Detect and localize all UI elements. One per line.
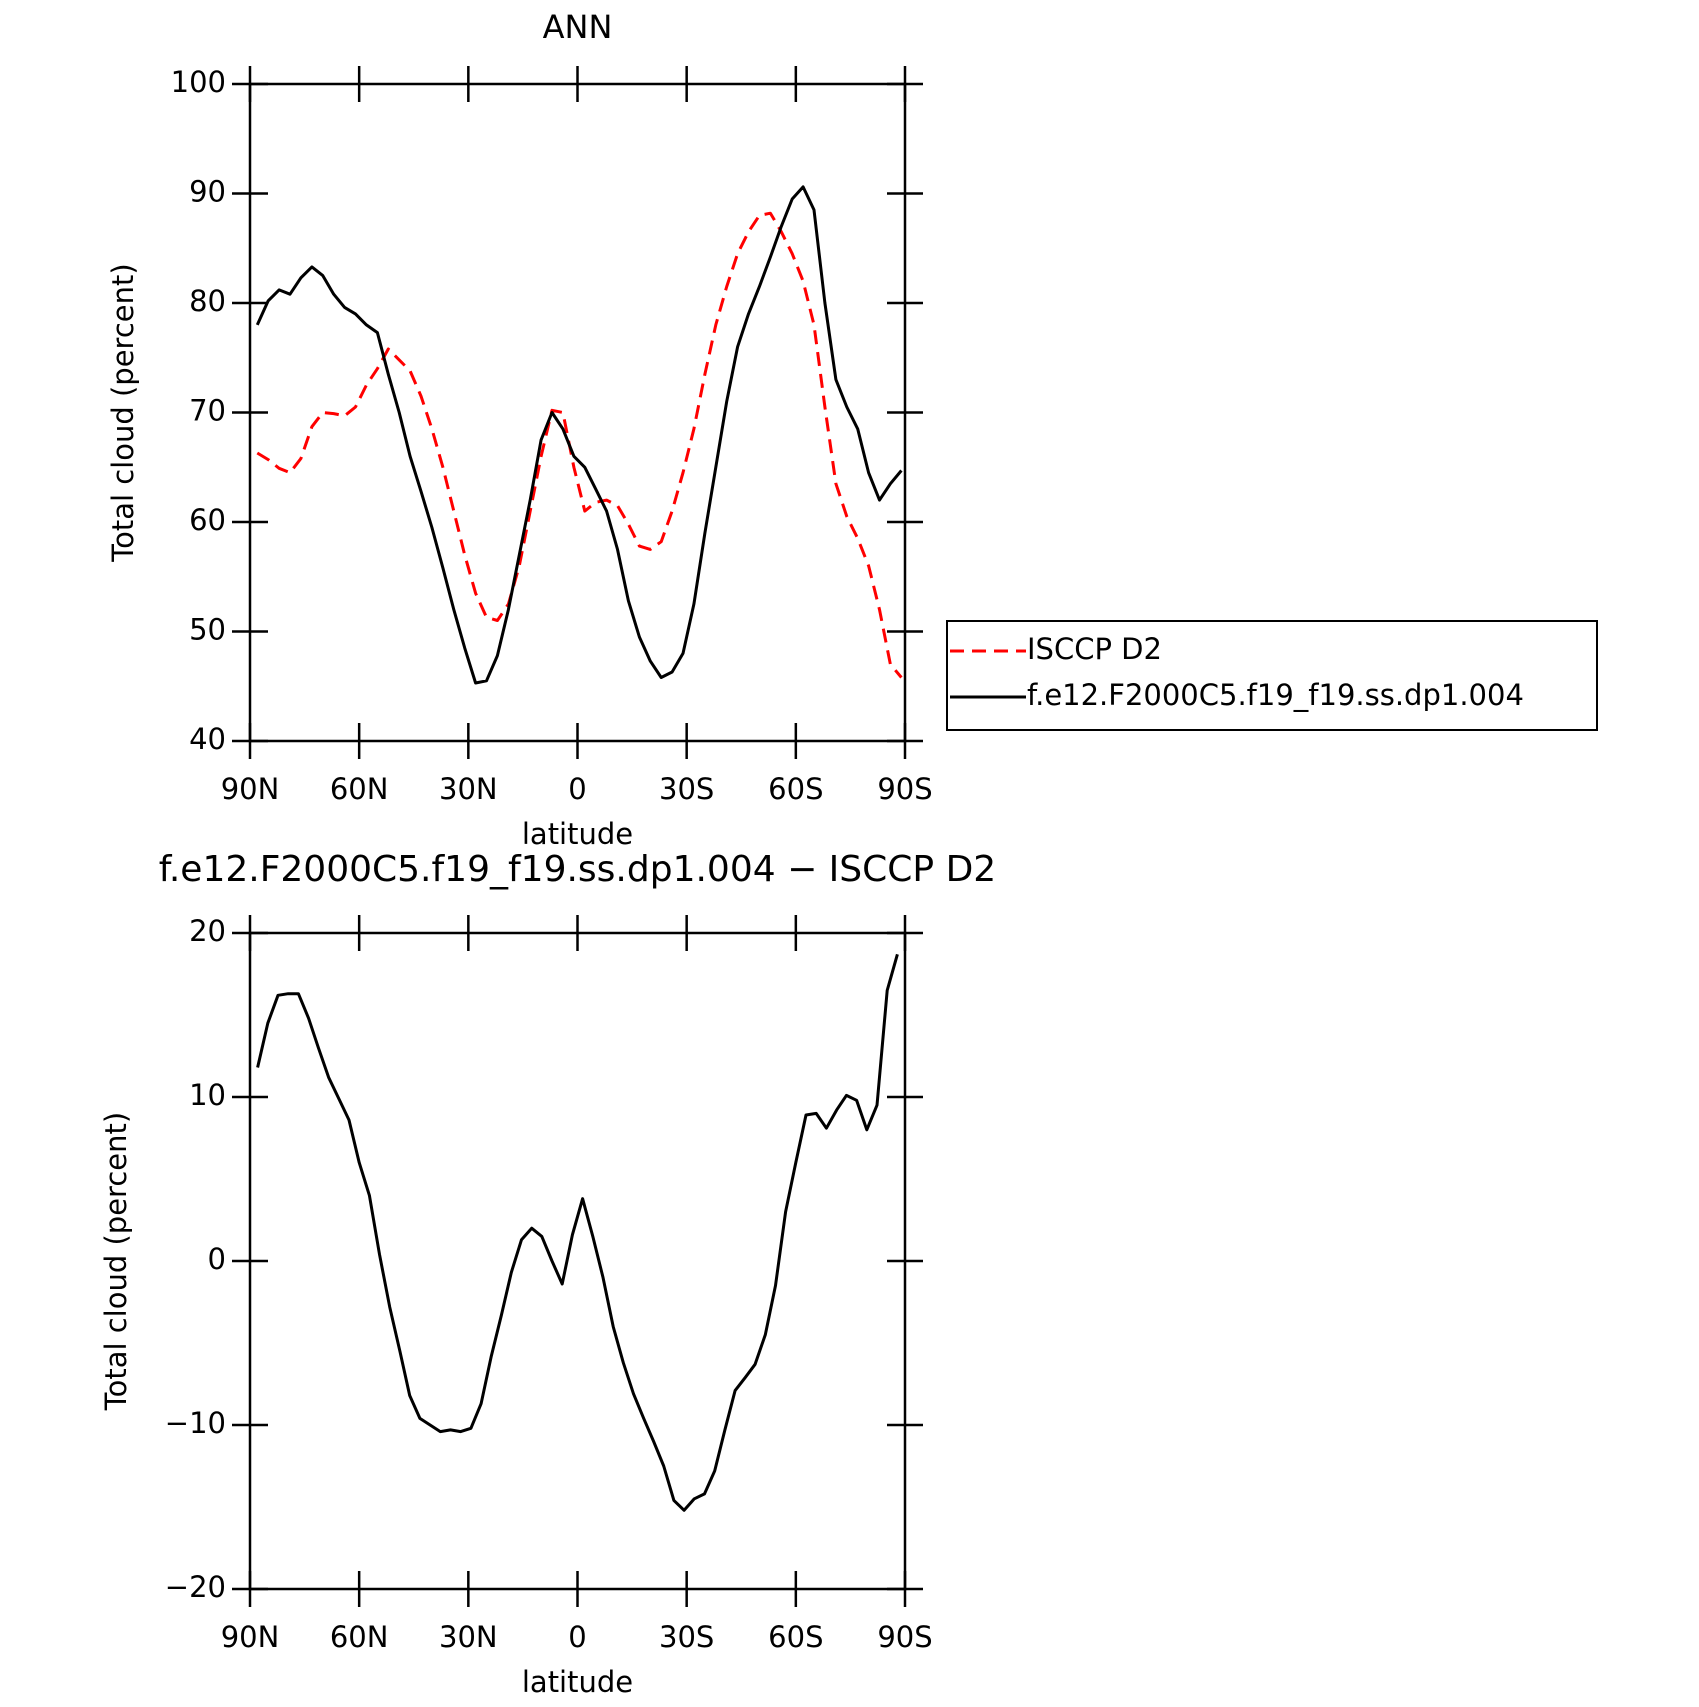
y-tick-label: −20 — [165, 1570, 226, 1604]
y-axis-label: Total cloud (percent) — [99, 1112, 133, 1411]
x-tick-label: 90N — [221, 1620, 280, 1654]
x-tick-label: 30S — [659, 772, 714, 806]
y-tick-label: 0 — [208, 1242, 226, 1276]
x-tick-label: 30N — [439, 772, 498, 806]
x-tick-label: 90S — [877, 772, 932, 806]
y-tick-label: −10 — [165, 1406, 226, 1440]
legend-label: f.e12.F2000C5.f19_f19.ss.dp1.004 — [1027, 678, 1524, 712]
x-tick-label: 60S — [768, 1620, 823, 1654]
x-tick-label: 60N — [330, 772, 389, 806]
y-tick-label: 100 — [171, 65, 226, 99]
y-tick-label: 10 — [189, 1078, 226, 1112]
x-tick-label: 0 — [568, 772, 586, 806]
x-tick-label: 0 — [568, 1620, 586, 1654]
x-axis-label: latitude — [522, 817, 633, 851]
y-tick-label: 80 — [189, 284, 226, 318]
y-tick-label: 90 — [189, 175, 226, 209]
y-tick-label: 60 — [189, 503, 226, 537]
x-tick-label: 90N — [221, 772, 280, 806]
y-tick-label: 70 — [189, 394, 226, 428]
series-line — [256, 211, 903, 679]
series-line — [256, 953, 899, 1512]
y-tick-label: 20 — [189, 914, 226, 948]
chart-title: ANN — [543, 8, 613, 46]
y-axis-label: Total cloud (percent) — [106, 263, 140, 562]
chart-title: f.e12.F2000C5.f19_f19.ss.dp1.004 − ISCCP… — [159, 849, 996, 890]
x-tick-label: 60S — [768, 772, 823, 806]
y-tick-label: 50 — [189, 613, 226, 647]
x-axis-label: latitude — [522, 1665, 633, 1699]
x-tick-label: 30N — [439, 1620, 498, 1654]
x-tick-label: 90S — [877, 1620, 932, 1654]
x-tick-label: 30S — [659, 1620, 714, 1654]
y-tick-label: 40 — [189, 722, 226, 756]
legend-label: ISCCP D2 — [1027, 632, 1162, 666]
series-line — [255, 185, 903, 685]
legend-box — [946, 620, 1598, 731]
x-tick-label: 60N — [330, 1620, 389, 1654]
plot-frame — [248, 931, 907, 1591]
